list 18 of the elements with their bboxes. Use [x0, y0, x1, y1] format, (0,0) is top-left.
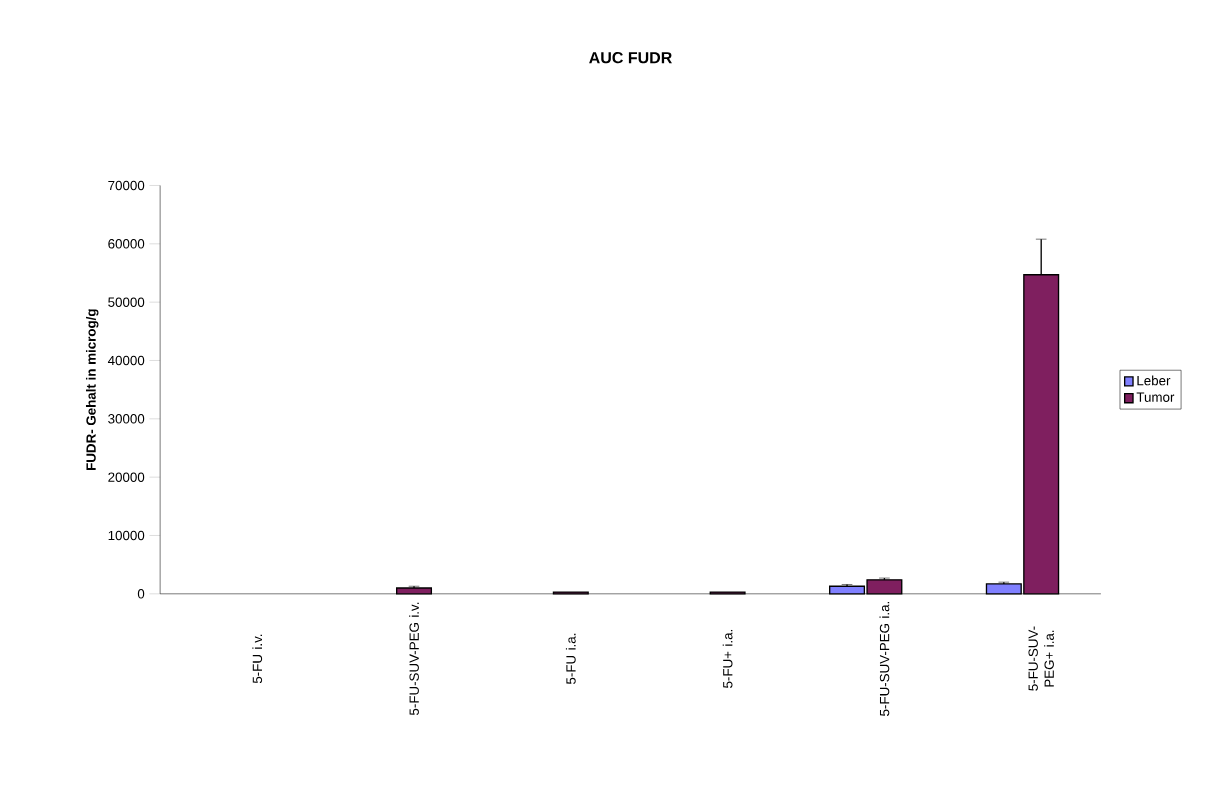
x-tick-label: 5-FU-SUV-PEG+ i.a. [1028, 626, 1054, 691]
y-tick-label: 30000 [108, 413, 145, 424]
chart-title: AUC FUDR [589, 51, 672, 64]
x-tick-label: 5-FU+ i.a. [722, 629, 733, 688]
y-tick-label: 10000 [108, 530, 145, 541]
y-tick-label: 0 [137, 588, 145, 599]
legend-label: Tumor [1136, 392, 1175, 402]
y-tick-label: 50000 [108, 297, 145, 307]
y-tick-label: 20000 [108, 472, 145, 482]
x-tick-label: 5-FU-SUV-PEG i.v. [409, 602, 419, 715]
x-tick-label: 5-FU i.v. [252, 634, 263, 683]
y-tick-label: 70000 [108, 180, 145, 191]
y-tick-label: 60000 [108, 238, 145, 249]
x-tick-label: 5-FU i.a. [565, 633, 576, 684]
y-axis-title: FUDR- Gehalt in microg/g [85, 309, 99, 470]
legend-label: Leber [1137, 375, 1171, 386]
y-tick-label: 40000 [107, 355, 145, 366]
x-tick-label: 5-FU-SUV-PEG i.a. [879, 601, 890, 716]
